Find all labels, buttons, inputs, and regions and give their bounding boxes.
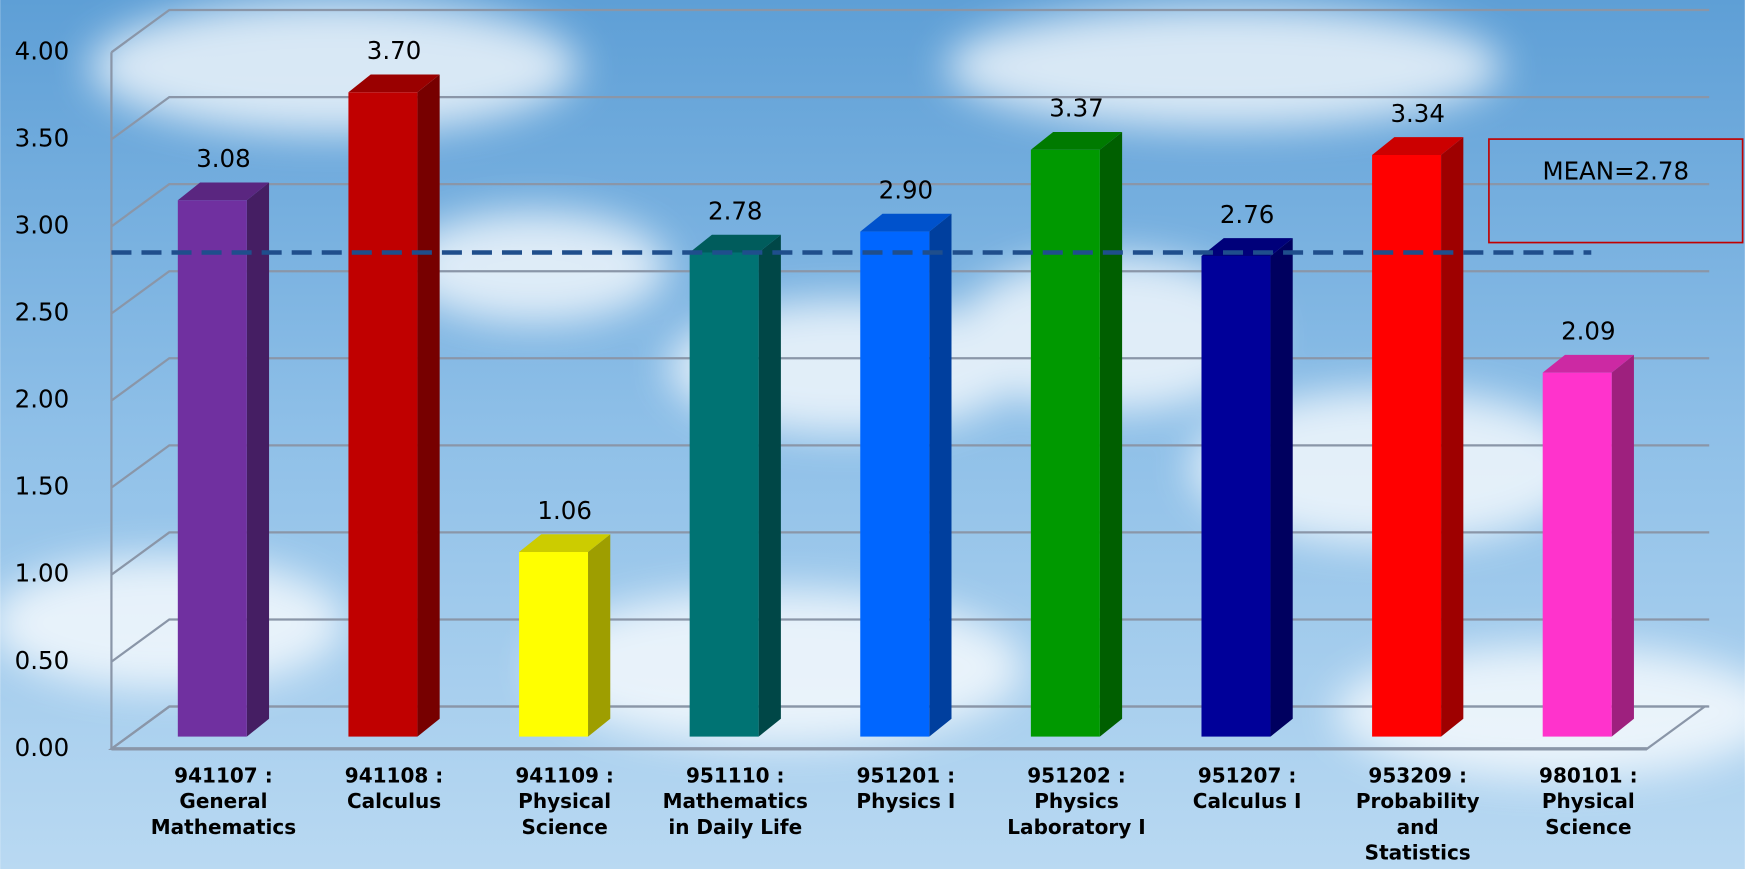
x-tick-label: 941108 : Calculus [345,763,444,813]
bar-side [1270,238,1293,737]
bar [1372,154,1442,737]
x-tick-label-line: General [179,789,267,813]
bar [348,92,418,737]
x-tick-label-line: Mathematics [663,789,808,813]
annotation-box [1488,138,1744,244]
y-tick-label: 1.00 [15,559,69,588]
x-tick-label-line: 951110 : [686,763,785,787]
grid-line [110,531,1710,576]
value-label: 3.34 [1390,99,1444,128]
x-tick-label: 951202 : Physics Laboratory I [1007,763,1145,838]
x-tick-label-line: Mathematics [151,814,296,838]
x-tick-label-line: Calculus I [1193,789,1302,813]
bar-top [348,74,440,93]
axes: 0.00 0.50 1.00 1.50 2.00 2.50 3.00 3.50 4.00 [15,8,1710,762]
bar [860,231,930,737]
y-tick-label: 1.50 [15,472,69,501]
value-label: 1.06 [537,496,591,525]
x-tick-label-line: 953209 : [1368,763,1467,787]
x-tick-label-line: Laboratory I [1007,814,1145,838]
x-tick-label: 941109 : Physical Science [515,763,614,838]
grid-line [110,357,1710,402]
x-tick-label: 951110 : Mathematics in Daily Life [663,763,808,838]
x-tick-label-line: Probability [1356,789,1480,813]
x-tick-label-line: 951202 : [1027,763,1126,787]
bar [519,552,589,737]
x-tick-label-line: Science [1545,814,1631,838]
y-tick-label: 2.50 [15,297,69,326]
bars [177,74,1634,737]
grid-line [110,270,1710,315]
x-tick-label-line: 951201 : [857,763,956,787]
bar-side [929,213,952,737]
y-tick-label: 4.00 [15,36,69,65]
x-tick-label-line: Physical [1542,789,1635,813]
bar-top [1372,137,1464,155]
bar [177,200,247,737]
value-label: 2.09 [1561,317,1615,346]
x-tick-label: 953209 : Probability and Statistics [1356,763,1480,864]
x-tick-label-line: 941107 : [174,763,273,787]
bar-side [1099,131,1123,737]
bar-side [588,534,611,737]
x-tick-label-line: 980101 : [1539,763,1638,787]
bar-side [1441,137,1464,737]
bar-side [417,74,440,737]
x-tick-label-line: 941108 : [345,763,444,787]
mean-label: MEAN=2.78 [1542,156,1689,185]
bar-side [758,234,781,737]
x-tick-label-line: 951207 : [1198,763,1297,787]
value-label: 2.90 [879,176,933,205]
value-label: 3.08 [196,144,250,173]
bar-top [519,534,611,553]
x-tick-label-line: Statistics [1365,840,1471,864]
x-tick-label-line: and [1397,814,1439,838]
grid-line [110,95,1710,141]
grid-line [110,618,1710,663]
bar-top [177,182,270,201]
y-tick-label: 3.00 [15,210,69,239]
value-label: 2.76 [1220,200,1274,229]
grid-line [110,183,1710,228]
bar [1201,255,1271,737]
x-tick-label-line: Physical [518,789,611,813]
bar-top [689,234,781,253]
bar-side [1611,354,1634,737]
bar [1542,372,1612,737]
x-tick-label: 951201 : Physics I [856,763,955,813]
x-tick-label-line: Calculus [347,789,441,813]
grid-line [110,8,1710,54]
value-label: 3.70 [367,36,421,65]
x-tick-label: 941107 : General Mathematics [151,763,296,838]
x-tick-label-line: Physics [1034,789,1119,813]
value-label: 2.78 [708,196,762,225]
bar-side [246,182,270,737]
y-tick-label: 0.50 [15,646,69,675]
x-tick-label-line: Science [521,814,607,838]
grid-line [110,705,1710,750]
x-tick-label: 980101 : Physical Science [1539,763,1638,838]
bar-top [860,213,952,232]
bar [1030,149,1100,737]
x-tick-label: 951207 : Calculus I [1193,763,1302,813]
y-tick-label: 3.50 [15,123,69,152]
value-label: 3.37 [1049,94,1103,123]
y-tick-label: 0.00 [15,733,69,762]
x-tick-label-line: 941109 : [515,763,614,787]
bar-top [1030,131,1123,150]
bar-top [1542,354,1634,373]
bar [689,252,759,737]
x-tick-label-line: Physics I [856,789,955,813]
y-tick-label: 2.00 [15,385,69,414]
x-tick-label-line: in Daily Life [668,814,802,838]
grid-line [110,444,1710,489]
